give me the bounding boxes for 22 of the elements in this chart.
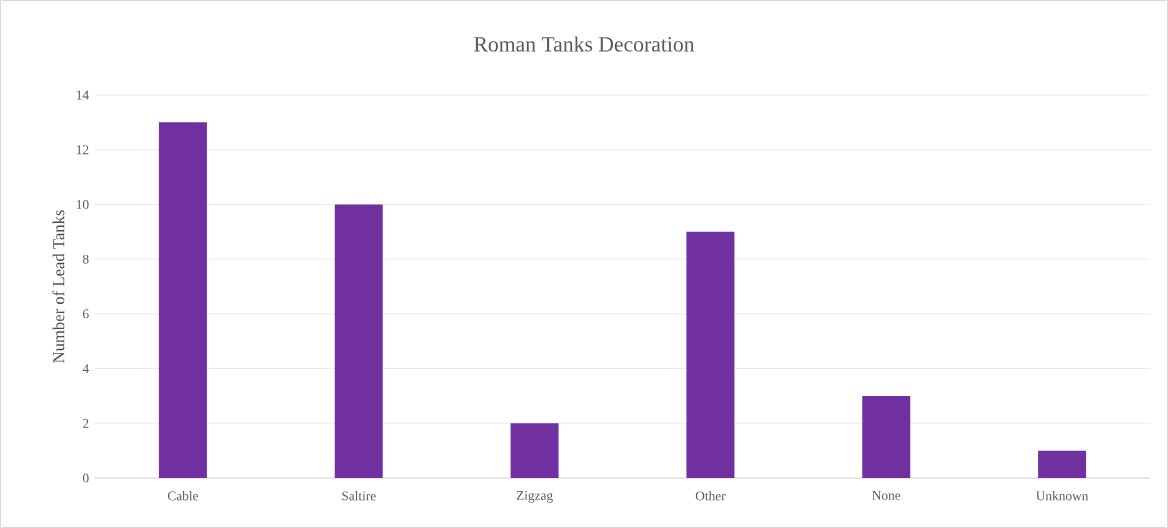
- x-tick-label: Other: [695, 491, 726, 501]
- y-tick-label: 2: [83, 418, 89, 428]
- bar: [158, 122, 207, 478]
- y-tick-label: 4: [82, 364, 89, 373]
- y-tick-label: 14: [76, 90, 89, 100]
- y-tick-label: 6: [83, 309, 89, 319]
- y-tick-label: 0: [82, 473, 89, 483]
- x-tick-label: Cable: [167, 491, 199, 501]
- y-tick-label: 12: [76, 145, 89, 155]
- bar: [1038, 450, 1087, 478]
- y-tick-label: 10: [76, 199, 89, 209]
- bar: [686, 231, 735, 478]
- y-axis-title: Number of Lead Tanks: [52, 210, 65, 363]
- x-tick-label: Unknown: [1036, 491, 1089, 501]
- bar: [334, 204, 383, 478]
- bar: [510, 423, 559, 478]
- x-tick-label: None: [872, 491, 901, 500]
- x-tick-label: Zigzag: [516, 491, 553, 503]
- bar: [862, 395, 911, 478]
- chart-title: Roman Tanks Decoration: [474, 36, 695, 52]
- x-tick-label: Saltire: [342, 491, 376, 501]
- y-tick-label: 8: [82, 254, 89, 264]
